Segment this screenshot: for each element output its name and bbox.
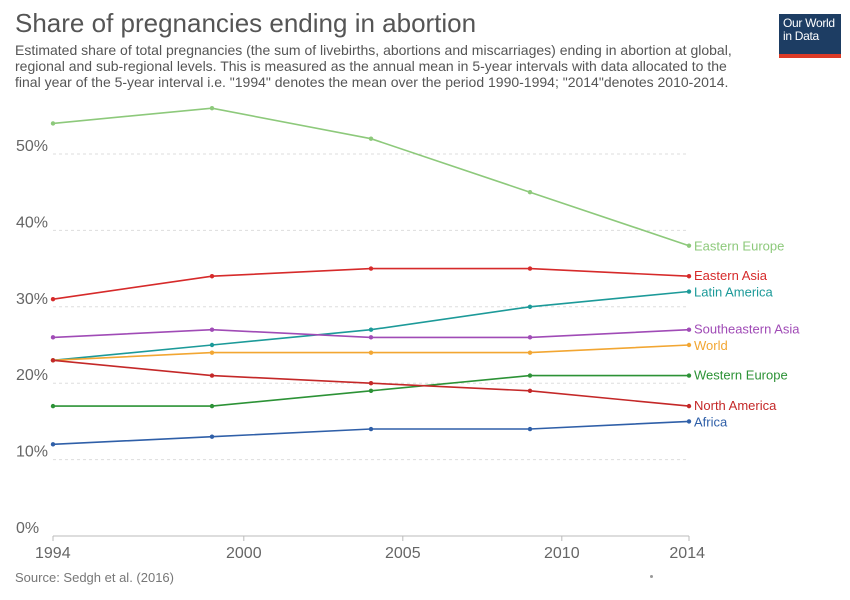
data-point-north-america[interactable]	[368, 381, 374, 386]
grid-lines	[53, 153, 689, 537]
series-label-africa: Africa	[694, 414, 728, 429]
data-point-eastern-asia[interactable]	[527, 266, 533, 271]
data-point-southeastern-asia[interactable]	[527, 335, 533, 340]
x-axis: 1994 2000 2005 2010 2014	[35, 536, 705, 562]
x-tick-label: 2014	[669, 545, 705, 562]
series-label-western-europe: Western Europe	[694, 368, 788, 383]
series-label-north-america: North America	[694, 398, 777, 413]
series-label-latin-america: Latin America	[694, 285, 774, 300]
data-point-north-america[interactable]	[527, 388, 533, 394]
series-line-eastern-europe[interactable]	[52, 107, 690, 247]
data-point-western-europe[interactable]	[50, 403, 56, 409]
data-point-eastern-asia[interactable]	[50, 296, 56, 302]
series-label-eastern-europe: Eastern Europe	[694, 239, 784, 254]
series-label-world: World	[694, 338, 728, 353]
data-point-latin-america[interactable]	[368, 327, 374, 332]
data-point-eastern-europe[interactable]	[209, 105, 215, 111]
data-point-africa[interactable]	[527, 426, 533, 432]
data-point-north-america[interactable]	[209, 373, 215, 378]
data-point-eastern-asia[interactable]	[686, 274, 692, 279]
data-point-world[interactable]	[368, 350, 374, 355]
y-tick-label: 10%	[16, 444, 48, 461]
logo-line-1: Our World	[783, 16, 835, 30]
data-point-latin-america[interactable]	[527, 304, 533, 309]
owid-logo[interactable]: Our World in Data	[779, 14, 841, 58]
source-note: Source: Sedgh et al. (2016)	[15, 570, 174, 585]
y-tick-label: 0%	[16, 520, 39, 537]
data-point-north-america[interactable]	[686, 403, 692, 409]
data-point-southeastern-asia[interactable]	[686, 327, 692, 332]
data-point-eastern-europe[interactable]	[368, 136, 374, 141]
data-point-africa[interactable]	[209, 434, 215, 439]
data-point-southeastern-asia[interactable]	[209, 327, 215, 332]
data-point-southeastern-asia[interactable]	[368, 335, 374, 340]
y-tick-label: 50%	[16, 138, 48, 155]
footer-dot	[650, 575, 653, 578]
y-axis-ticks: 0% 10% 20% 30% 40% 50%	[16, 138, 48, 537]
data-point-western-europe[interactable]	[209, 403, 215, 409]
data-point-eastern-europe[interactable]	[686, 243, 692, 248]
y-tick-label: 30%	[16, 291, 48, 308]
data-point-southeastern-asia[interactable]	[50, 335, 56, 340]
data-point-north-america[interactable]	[50, 358, 56, 363]
series-line-africa[interactable]	[52, 420, 690, 446]
series-label-southeastern-asia: Southeastern Asia	[694, 322, 800, 337]
data-point-eastern-asia[interactable]	[368, 266, 374, 271]
data-point-world[interactable]	[527, 350, 533, 355]
logo-line-2: in Data	[783, 29, 819, 43]
data-point-world[interactable]	[686, 342, 692, 348]
series-label-eastern-asia: Eastern Asia	[694, 268, 768, 283]
data-point-latin-america[interactable]	[686, 289, 692, 294]
data-point-world[interactable]	[209, 350, 215, 355]
series-lines	[50, 105, 692, 447]
series-line-eastern-asia[interactable]	[52, 267, 690, 300]
chart-title: Share of pregnancies ending in abortion	[15, 8, 477, 38]
data-point-eastern-europe[interactable]	[50, 121, 56, 126]
y-tick-label: 40%	[16, 214, 48, 231]
chart-subtitle: Estimated share of total pregnancies (th…	[15, 42, 732, 90]
x-tick-label: 2010	[544, 545, 580, 562]
data-point-africa[interactable]	[368, 426, 374, 432]
x-tick-label: 2000	[226, 545, 262, 562]
data-point-western-europe[interactable]	[368, 388, 374, 394]
x-tick-label: 2005	[385, 545, 421, 562]
data-point-western-europe[interactable]	[527, 373, 533, 378]
y-tick-label: 20%	[16, 367, 48, 384]
data-point-eastern-europe[interactable]	[527, 190, 533, 195]
x-tick-label: 1994	[35, 545, 71, 562]
series-labels: Eastern Europe Eastern Asia Latin America S…	[694, 239, 800, 430]
data-point-western-europe[interactable]	[686, 373, 692, 378]
data-point-africa[interactable]	[50, 442, 56, 447]
data-point-latin-america[interactable]	[209, 342, 215, 348]
data-point-eastern-asia[interactable]	[209, 274, 215, 279]
data-point-africa[interactable]	[686, 419, 692, 424]
